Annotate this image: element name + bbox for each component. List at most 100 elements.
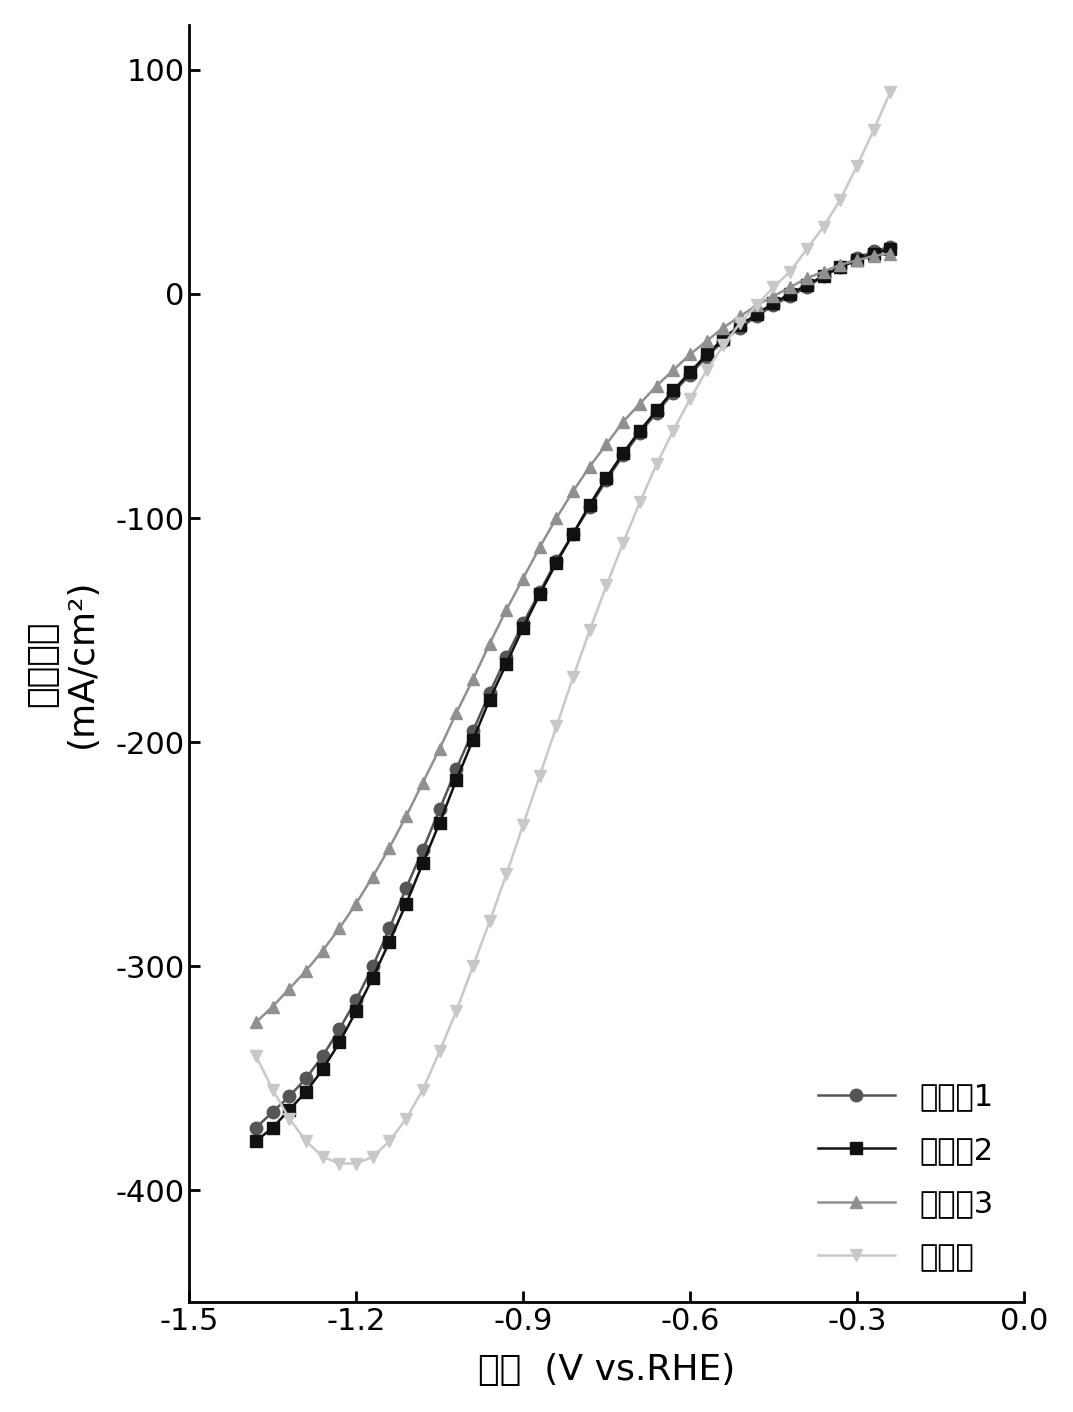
实施例2 <box>567 525 579 542</box>
实施例2 <box>584 496 597 513</box>
实施例1 <box>317 1048 329 1065</box>
对比例 <box>550 719 563 736</box>
对比例 <box>366 1148 379 1165</box>
实施例1 <box>701 349 714 366</box>
实施例2 <box>299 1083 312 1100</box>
实施例2 <box>383 933 396 950</box>
实施例1 <box>650 404 663 421</box>
实施例3 <box>317 942 329 959</box>
对比例 <box>633 494 646 511</box>
对比例 <box>817 219 829 236</box>
实施例2 <box>851 251 864 268</box>
实施例2 <box>783 285 796 302</box>
实施例3 <box>433 740 446 757</box>
实施例3 <box>266 998 279 1015</box>
实施例3 <box>584 457 597 474</box>
实施例1 <box>867 243 880 260</box>
实施例3 <box>750 297 763 313</box>
实施例1 <box>433 801 446 818</box>
实施例2 <box>884 240 897 257</box>
实施例3 <box>734 308 747 325</box>
实施例1 <box>299 1070 312 1087</box>
实施例3 <box>350 895 363 912</box>
实施例2 <box>266 1120 279 1137</box>
Line: 实施例3: 实施例3 <box>250 247 897 1028</box>
实施例1 <box>416 842 429 858</box>
实施例2 <box>701 346 714 363</box>
实施例3 <box>250 1014 263 1031</box>
实施例3 <box>416 774 429 791</box>
实施例1 <box>884 239 897 256</box>
Line: 对比例: 对比例 <box>250 86 897 1169</box>
对比例 <box>533 767 546 784</box>
对比例 <box>884 83 897 100</box>
对比例 <box>684 391 696 408</box>
对比例 <box>383 1132 396 1149</box>
对比例 <box>867 121 880 138</box>
实施例1 <box>717 333 730 350</box>
Y-axis label: 电流密度
(mA/cm²): 电流密度 (mA/cm²) <box>25 579 99 748</box>
实施例1 <box>400 880 413 897</box>
实施例1 <box>666 384 679 401</box>
实施例2 <box>333 1034 346 1051</box>
实施例1 <box>366 957 379 974</box>
实施例3 <box>834 257 847 274</box>
实施例1 <box>350 991 363 1008</box>
对比例 <box>600 578 613 594</box>
实施例3 <box>701 333 714 350</box>
实施例1 <box>516 614 529 631</box>
对比例 <box>834 192 847 209</box>
实施例2 <box>317 1060 329 1077</box>
实施例3 <box>684 346 696 363</box>
实施例1 <box>266 1104 279 1121</box>
实施例2 <box>450 772 462 789</box>
实施例2 <box>666 381 679 398</box>
实施例1 <box>750 308 763 325</box>
实施例3 <box>817 263 829 280</box>
实施例1 <box>783 288 796 305</box>
对比例 <box>333 1155 346 1172</box>
实施例1 <box>283 1087 296 1104</box>
实施例1 <box>800 278 813 295</box>
实施例3 <box>567 483 579 500</box>
实施例1 <box>817 267 829 284</box>
实施例3 <box>617 414 630 431</box>
对比例 <box>400 1110 413 1127</box>
对比例 <box>450 1003 462 1019</box>
Legend: 实施例1, 实施例2, 实施例3, 对比例: 实施例1, 实施例2, 实施例3, 对比例 <box>803 1067 1009 1288</box>
对比例 <box>467 957 480 974</box>
实施例1 <box>600 472 613 489</box>
实施例1 <box>617 446 630 463</box>
对比例 <box>650 456 663 473</box>
实施例1 <box>383 919 396 936</box>
实施例2 <box>283 1101 296 1118</box>
实施例2 <box>800 277 813 294</box>
实施例1 <box>450 761 462 778</box>
对比例 <box>283 1110 296 1127</box>
对比例 <box>516 816 529 833</box>
实施例3 <box>650 377 663 394</box>
实施例3 <box>533 539 546 556</box>
实施例1 <box>633 425 646 442</box>
对比例 <box>783 263 796 280</box>
实施例3 <box>467 671 480 688</box>
实施例1 <box>550 552 563 569</box>
对比例 <box>317 1148 329 1165</box>
实施例2 <box>617 445 630 462</box>
实施例2 <box>483 690 496 707</box>
对比例 <box>734 315 747 332</box>
实施例3 <box>333 919 346 936</box>
对比例 <box>433 1043 446 1060</box>
实施例3 <box>633 395 646 412</box>
实施例2 <box>684 364 696 381</box>
Line: 实施例1: 实施例1 <box>250 240 897 1134</box>
对比例 <box>416 1082 429 1099</box>
实施例3 <box>500 602 513 618</box>
实施例2 <box>366 969 379 986</box>
实施例2 <box>633 422 646 439</box>
实施例2 <box>433 815 446 832</box>
Line: 实施例2: 实施例2 <box>250 243 897 1148</box>
对比例 <box>350 1155 363 1172</box>
实施例3 <box>884 246 897 263</box>
实施例2 <box>750 305 763 322</box>
